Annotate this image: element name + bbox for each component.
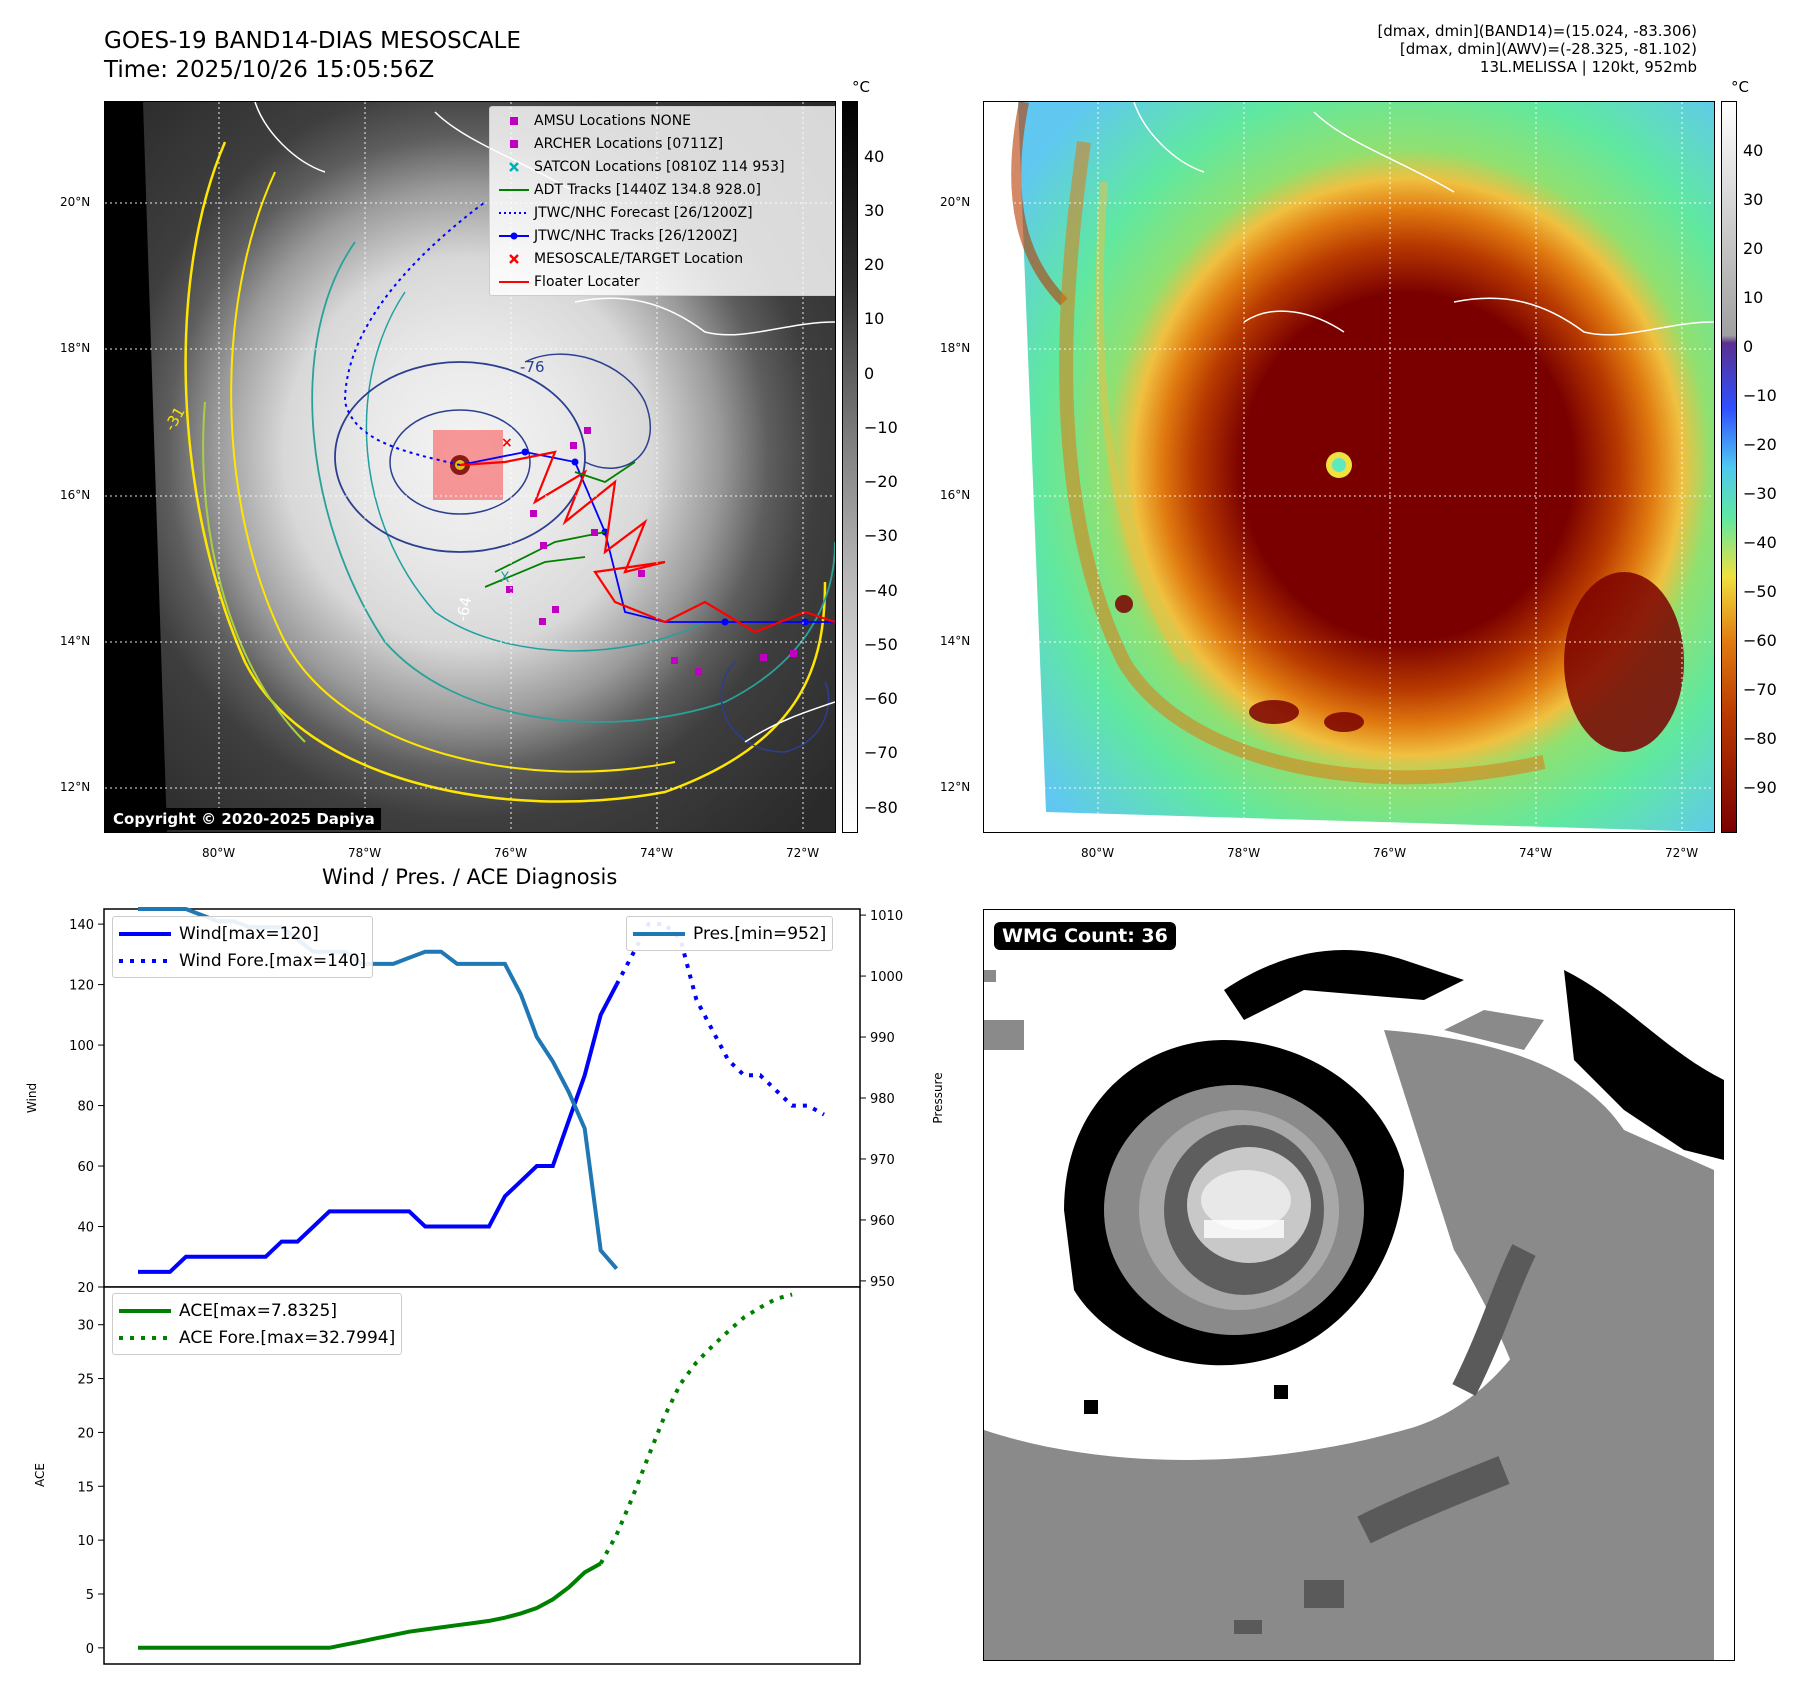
ace-tick-label: 20: [77, 1426, 94, 1441]
wind-tick-label: 100: [69, 1039, 94, 1054]
legend-row-forecast: JTWC/NHC Forecast [26/1200Z]: [499, 204, 753, 221]
contour-label: -64: [453, 595, 475, 622]
pressure-tick-label: 960: [870, 1214, 895, 1229]
diagnosis-title: Wind / Pres. / ACE Diagnosis: [322, 865, 618, 889]
wmg-count-badge: WMG Count: 36: [994, 922, 1176, 950]
lon-label: 78°W: [1227, 846, 1261, 860]
lat-label: 16°N: [60, 488, 91, 502]
lon-label: 74°W: [640, 846, 674, 860]
wind-tick-label: 80: [77, 1100, 94, 1115]
wind-series-line-1: [614, 922, 825, 1117]
pressure-tick-label: 990: [870, 1031, 895, 1046]
ace-tick-label: 5: [86, 1588, 94, 1603]
lon-label: 72°W: [786, 846, 820, 860]
wmg-image: [984, 950, 1724, 1660]
awv-range: [dmax, dmin](AWV)=(-28.325, -81.102): [1399, 40, 1697, 58]
color-colorbar: [1721, 101, 1737, 833]
wind-series-line-0: [138, 983, 619, 1274]
gray-colorbar: [842, 101, 858, 833]
grayscale-ir-map: X × -76 -64 -31 AMSU Locations NONE ARCH…: [104, 101, 836, 833]
legend-pressure: Pres.[min=952]: [633, 923, 827, 944]
legend-row-amsu: AMSU Locations NONE: [494, 109, 834, 132]
legend-ace-forecast: ACE Fore.[max=32.7994]: [119, 1327, 396, 1348]
lon-label: 72°W: [1665, 846, 1699, 860]
legend-row-nhc-tracks: JTWC/NHC Tracks [26/1200Z]: [494, 224, 834, 247]
wind-tick-label: 20: [77, 1281, 94, 1296]
lat-label: 18°N: [60, 341, 91, 355]
storm-info: 13L.MELISSA | 120kt, 952mb: [1479, 58, 1697, 76]
legend-row-archer: ARCHER Locations [0711Z]: [494, 132, 834, 155]
legend-row-target: MESOSCALE/TARGET Location: [494, 247, 834, 270]
legend-row-satcon: SATCON Locations [0810Z 114 953]: [494, 155, 834, 178]
ace-tick-label: 10: [77, 1534, 94, 1549]
wind-tick-label: 60: [77, 1160, 94, 1175]
ace-series-line-0: [138, 1561, 602, 1650]
lat-label: 12°N: [60, 780, 91, 794]
lat-label: 18°N: [940, 341, 971, 355]
wind-legend: Wind[max=120] Wind Fore.[max=140]: [112, 916, 374, 978]
lon-label: 76°W: [1373, 846, 1407, 860]
lon-label: 78°W: [348, 846, 382, 860]
pressure-tick-label: 980: [870, 1092, 895, 1107]
svg-text:X: X: [500, 570, 510, 586]
wind-tick-label: 140: [69, 918, 94, 933]
legend-row-floater: Floater Locater: [499, 273, 640, 290]
svg-text:×: ×: [501, 435, 513, 451]
ace-legend: ACE[max=7.8325] ACE Fore.[max=32.7994]: [112, 1293, 403, 1355]
wind-axis-label: Wind: [25, 1083, 39, 1113]
observation-time: Time: 2025/10/26 15:05:56Z: [104, 57, 435, 83]
track-legend: AMSU Locations NONE ARCHER Locations [07…: [489, 106, 835, 296]
pressure-legend: Pres.[min=952]: [626, 916, 834, 951]
pressure-tick-label: 950: [870, 1275, 895, 1290]
ace-axis-label: ACE: [33, 1463, 47, 1487]
lat-label: 12°N: [940, 780, 971, 794]
contour-label: -76: [520, 358, 545, 376]
wind-tick-label: 40: [77, 1221, 94, 1236]
lat-label: 14°N: [60, 634, 91, 648]
ace-tick-label: 15: [77, 1480, 94, 1495]
legend-wind-forecast: Wind Fore.[max=140]: [119, 950, 367, 971]
ace-tick-label: 0: [86, 1642, 94, 1657]
wmg-panel: WMG Count: 36: [983, 909, 1735, 1661]
ace-tick-label: 25: [77, 1373, 94, 1388]
legend-ace: ACE[max=7.8325]: [119, 1300, 337, 1321]
gray-colorbar-unit: °C: [852, 78, 870, 96]
wind-tick-label: 120: [69, 979, 94, 994]
pressure-tick-label: 1010: [870, 909, 903, 924]
ace-series-line-1: [598, 1292, 793, 1565]
lat-label: 20°N: [60, 195, 91, 209]
lon-label: 74°W: [1519, 846, 1553, 860]
pressure-tick-label: 1000: [870, 970, 903, 985]
band14-range: [dmax, dmin](BAND14)=(15.024, -83.306): [1377, 22, 1697, 40]
color-ir-map: [983, 101, 1715, 833]
copyright-label: Copyright © 2020-2025 Dapiya: [107, 808, 381, 830]
stats-block: [dmax, dmin](BAND14)=(15.024, -83.306) […: [1377, 22, 1697, 76]
lat-label: 16°N: [940, 488, 971, 502]
lon-label: 80°W: [1081, 846, 1115, 860]
legend-row-adt: ADT Tracks [1440Z 134.8 928.0]: [499, 181, 761, 198]
lon-label: 76°W: [494, 846, 528, 860]
legend-wind: Wind[max=120]: [119, 923, 319, 944]
lat-label: 20°N: [940, 195, 971, 209]
pressure-tick-label: 970: [870, 1153, 895, 1168]
color-colorbar-unit: °C: [1731, 78, 1749, 96]
color-ir-image: [984, 102, 1714, 832]
page-title: GOES-19 BAND14-DIAS MESOSCALE: [104, 28, 521, 54]
lon-label: 80°W: [202, 846, 236, 860]
lat-label: 14°N: [940, 634, 971, 648]
ace-tick-label: 30: [77, 1319, 94, 1334]
pressure-axis-label: Pressure: [931, 1072, 945, 1123]
